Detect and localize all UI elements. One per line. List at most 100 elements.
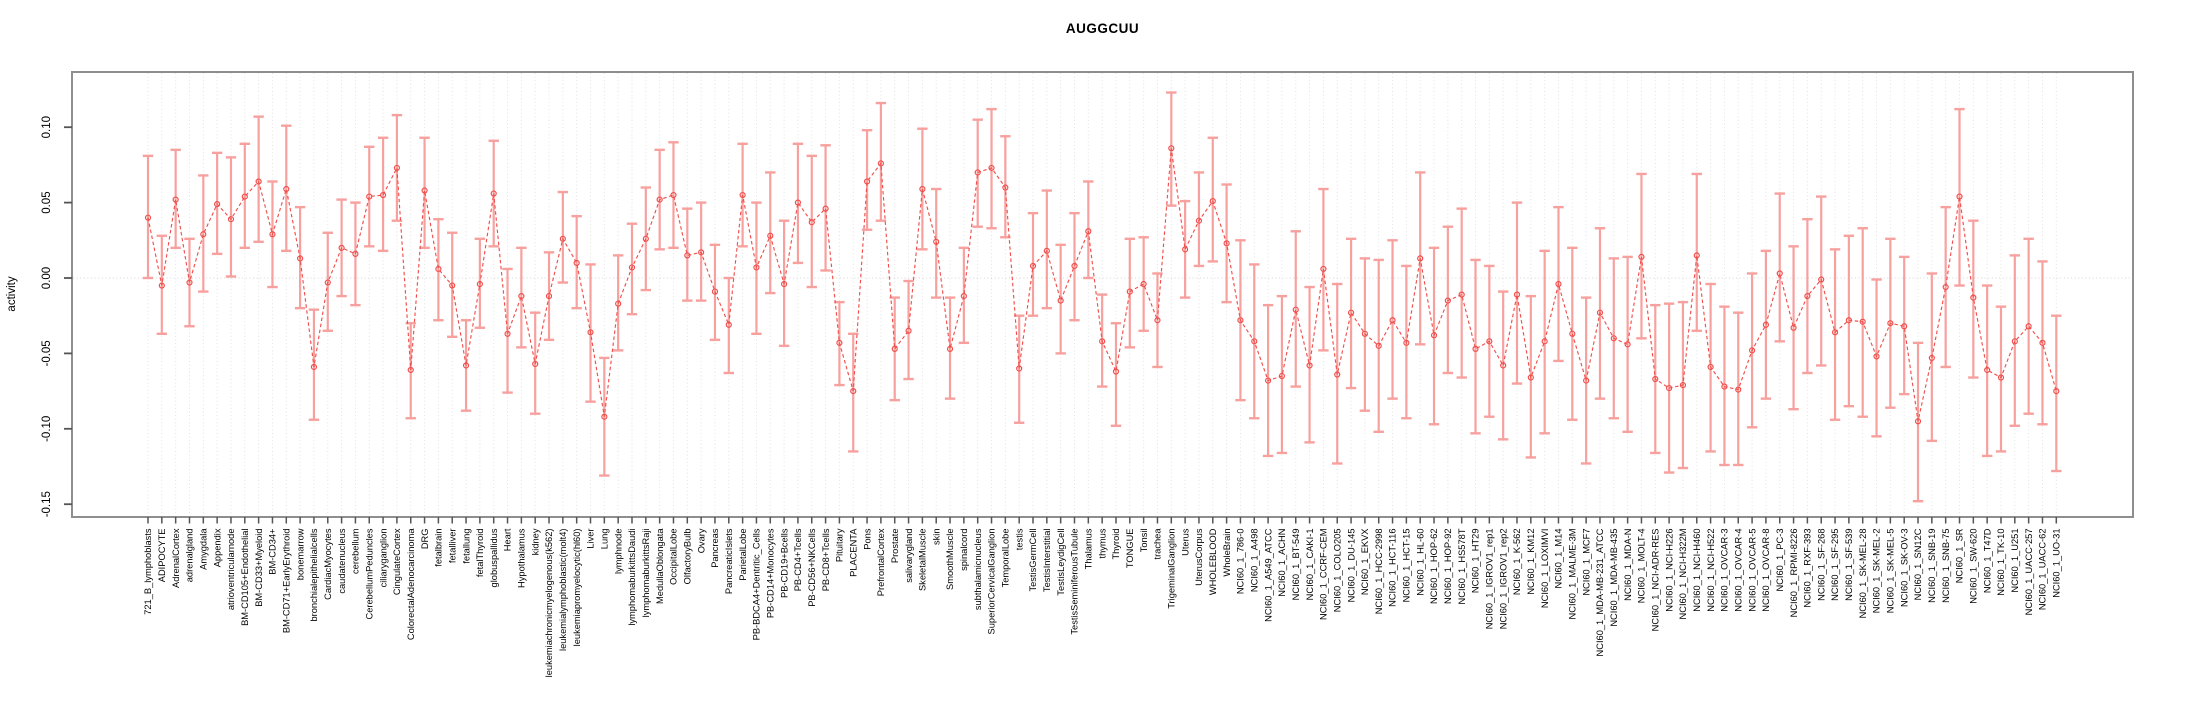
x-tick-label: ADIPOCYTE [157,529,167,583]
y-tick-label: -0.05 [41,340,53,366]
x-tick-label: PB-CD14+Monocytes [765,528,775,618]
x-tick-label: NCI60_1_OVCAR-8 [1761,529,1771,612]
x-tick-label: lymphomaburkittsDaudi [627,529,637,626]
data-point [1209,197,1216,205]
data-point [227,216,235,223]
data-point [711,288,719,295]
data-point [656,196,663,203]
data-point [1472,345,1479,352]
x-tick-label: NCI60_1_CCRF-CEM [1319,529,1329,620]
data-point [863,178,871,185]
x-tick-label: NCI60_1_NCI-ADR-RES [1650,529,1660,632]
data-point [974,169,981,176]
data-point [1679,381,1687,389]
data-point [241,193,248,200]
x-tick-label: Heart [503,528,513,551]
x-tick-label: bronchialepithelialcells [309,528,319,621]
x-tick-label: WholeBrain [1222,529,1232,577]
x-tick-label: NCI60_1_IGROV1_rep1 [1485,529,1495,630]
data-point [1624,341,1631,348]
data-point [1403,339,1410,346]
x-tick-label: NCI60_1_786-0 [1236,529,1246,595]
y-axis: 0.10 0.05 0.00 -0.05 -0.10 -0.15 [41,116,72,517]
data-point [1002,184,1009,191]
x-tick-label: NCI60_1_MCF7 [1581,529,1591,596]
x-tick-label: NCI60_1_HCT-15 [1402,529,1412,603]
x-tick-label: NCI60_1_SK-MEL-28 [1858,529,1868,619]
x-tick-label: SmoothMuscle [945,529,955,591]
x-tick-label: NCI60_1_HS578T [1457,528,1467,604]
data-point [1140,280,1147,288]
data-point [1334,371,1341,378]
data-point [1458,291,1465,298]
x-tick-label: NCI60_1_DU-145 [1346,529,1356,603]
data-point [1085,228,1092,235]
x-tick-label: PB-CD56+NKCells [807,528,817,607]
x-tick-label: fetallung [461,529,471,564]
data-point [1182,246,1189,253]
data-point [338,244,345,251]
x-tick-label: ColorectalAdenocarcinoma [406,528,416,640]
x-tick-label: NCI60_1_SNB-19 [1927,529,1937,603]
data-point [1652,375,1659,383]
data-point [808,219,815,226]
x-tick-label: leukemialymphoblastic(molt4) [558,529,568,651]
data-point [1776,270,1783,277]
data-point [2053,388,2060,395]
data-point [1361,330,1368,337]
x-tick-label: NCI60_1_CAKI-1 [1305,529,1315,601]
x-tick-label: NCI60_1_IGROV1_rep2 [1498,529,1508,630]
data-point [573,259,580,267]
x-tick-label: CardiacMyocytes [323,528,333,600]
x-tick-label: NCI60_1_SW-620 [1969,529,1979,604]
data-point [988,164,995,172]
data-point [1914,418,1922,425]
data-point [1417,255,1424,262]
x-tick-label: atrioventricularnode [226,529,236,611]
x-tick-label: NCI60_1_UO-31 [2052,529,2062,598]
x-tick-label: fetalliver [447,529,457,564]
x-tick-label: NCI60_1_OVCAR-4 [1733,529,1743,612]
data-point [1541,338,1548,345]
data-point [1444,297,1451,304]
data-point [324,279,331,286]
data-point [1845,317,1852,324]
x-tick-label: BM-CD105+Endothelial [240,529,250,626]
x-tick-label: Liver [586,529,596,549]
y-tick-label: 0.10 [41,116,53,138]
x-tick-label: NCI60_1_ACHN [1277,529,1287,597]
data-point [615,300,622,307]
chart-title: AUGGCUU [1065,21,1140,36]
data-point [1790,324,1797,331]
data-point [435,265,442,273]
x-tick-label: NCI60_1_UACC-62 [2038,529,2048,611]
data-point [1596,309,1604,316]
data-point [1264,377,1272,384]
x-tick-label: Prostate [890,529,900,564]
x-tick-label: spinalcord [959,529,969,571]
x-tick-label: TemporalLobe [1001,529,1011,588]
data-point [449,282,456,289]
x-tick-label: NCI60_1_MALME-3M [1568,529,1578,620]
data-point [2025,323,2032,330]
x-tick-label: PB-CD19+Bcells [779,528,789,598]
x-tick-label: NCI60_1_OVCAR-3 [1720,529,1730,612]
data-point [2011,338,2018,345]
x-tick-label: NCI60_1_SN12C [1913,528,1923,600]
x-tick-label: PB-CD8+Tcells [821,528,831,591]
data-point [1306,362,1313,369]
data-point [1043,247,1050,254]
data-point [421,187,428,194]
x-tick-label: NCI60_1_RPMI-8226 [1789,529,1799,618]
data-point [1112,368,1120,375]
x-tick-label: UterusCorpus [1194,528,1204,586]
x-tick-label: CingulateCortex [392,528,402,595]
x-tick-label: NCI60_1_SK-MEL-5 [1886,529,1896,614]
x-tick-label: PancreaticIslets [724,528,734,594]
x-tick-label: NCI60_1_A549_ATCC [1263,528,1273,622]
x-tick-label: testis [1014,528,1024,550]
data-point [1901,323,1908,330]
data-point [1970,294,1977,301]
x-tick-label: Pancreas [710,528,720,568]
